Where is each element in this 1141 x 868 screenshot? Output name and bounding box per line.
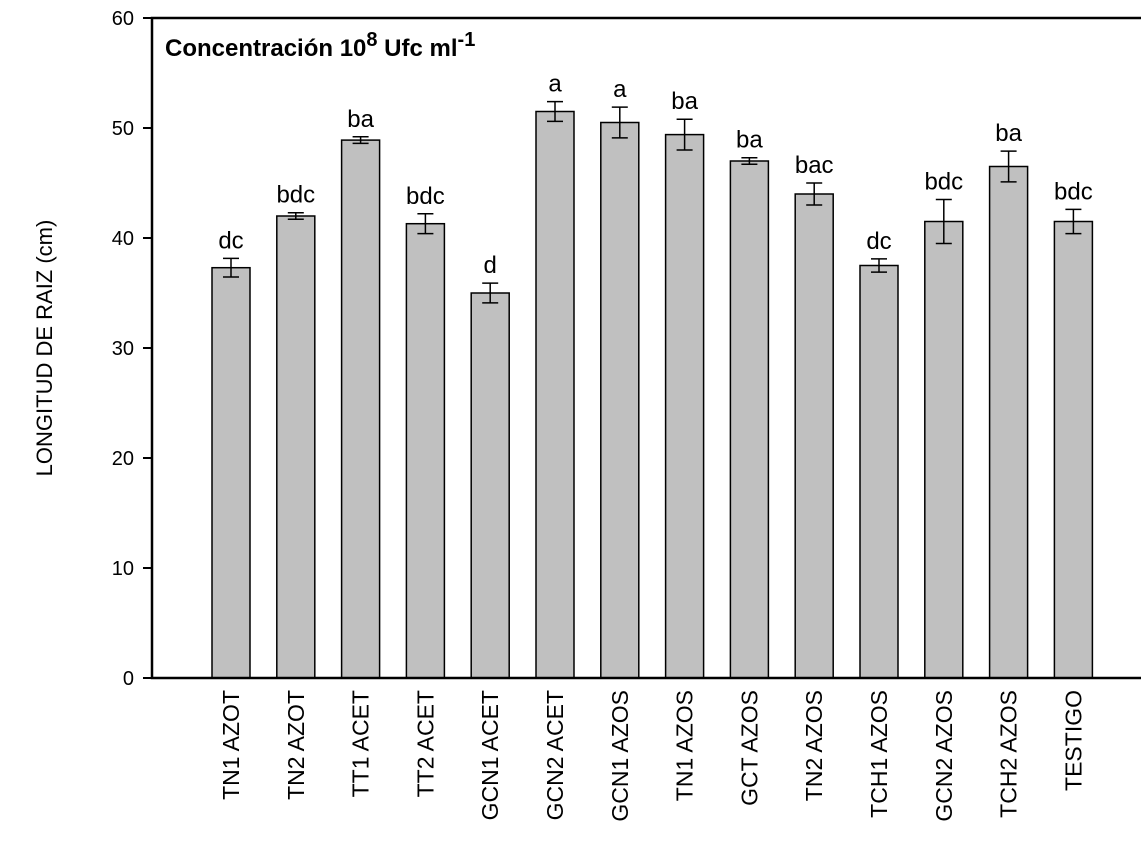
- significance-letter: dc: [218, 227, 243, 254]
- x-tick-label: GCN2 AZOS: [931, 690, 957, 822]
- significance-letter: ba: [736, 127, 763, 154]
- bar: [405, 222, 446, 679]
- y-tick-label: 60: [112, 8, 134, 30]
- y-tick-label: 40: [112, 228, 134, 250]
- significance-letter: bac: [795, 152, 834, 179]
- error-bar: [482, 282, 499, 304]
- error-bar: [806, 182, 823, 206]
- significance-letter: bdc: [924, 169, 963, 196]
- significance-letter: ba: [995, 120, 1022, 147]
- x-tick-label: TN2 AZOT: [283, 690, 309, 800]
- significance-letter: a: [548, 71, 562, 98]
- bar: [340, 139, 381, 679]
- x-tick-label: GCN2 ACET: [542, 690, 568, 820]
- y-tick-label: 20: [112, 448, 134, 470]
- x-tick-label: GCN1 AZOS: [607, 690, 633, 822]
- x-tick-label: TCH1 AZOS: [866, 690, 892, 818]
- error-bar: [1000, 150, 1017, 183]
- x-tick-label: TN2 AZOS: [801, 690, 827, 801]
- x-tick-label: TESTIGO: [1060, 690, 1086, 791]
- bar: [470, 292, 510, 679]
- x-tick-label: TT2 ACET: [412, 690, 438, 797]
- y-axis-label: LONGITUD DE RAIZ (cm): [32, 220, 57, 477]
- bar: [859, 264, 899, 679]
- significance-letter: dc: [866, 228, 891, 255]
- significance-letter: bdc: [1054, 178, 1093, 205]
- title-superscript: 8: [366, 29, 377, 51]
- x-tick-label: TN1 AZOS: [672, 690, 698, 801]
- x-tick-label: TCH2 AZOS: [996, 690, 1022, 818]
- error-bar: [741, 156, 758, 166]
- error-bar: [935, 198, 952, 245]
- bar: [211, 266, 251, 679]
- significance-letter: bdc: [406, 183, 445, 210]
- bar: [600, 121, 640, 679]
- bar: [664, 133, 705, 679]
- title-part: Concentración 10: [165, 35, 366, 62]
- error-bar: [1065, 208, 1082, 235]
- bar: [988, 165, 1029, 679]
- x-tick-label: GCT AZOS: [736, 690, 762, 806]
- error-bar: [547, 100, 563, 123]
- bar: [794, 193, 834, 679]
- y-tick-label: 10: [112, 558, 134, 580]
- bar: [729, 160, 770, 679]
- bar: [535, 110, 575, 679]
- title-part: Ufc ml: [378, 35, 458, 62]
- error-bar: [676, 118, 693, 151]
- y-tick-label: 30: [112, 338, 134, 360]
- significance-letter: a: [613, 76, 627, 103]
- error-bar: [287, 211, 304, 221]
- significance-letter: d: [484, 252, 497, 279]
- bar: [1053, 220, 1094, 679]
- significance-letter: ba: [347, 106, 374, 133]
- error-bar: [611, 106, 628, 139]
- y-tick-label: 50: [112, 118, 134, 140]
- bar: [276, 215, 316, 679]
- axes-frame: [150, 16, 1141, 680]
- title-superscript: -1: [458, 29, 476, 51]
- error-bar: [417, 213, 434, 235]
- x-tick-label: GCN1 ACET: [477, 690, 503, 820]
- significance-letter: bdc: [276, 182, 315, 209]
- x-tick-label: TN1 AZOT: [218, 690, 244, 800]
- error-bar: [352, 136, 369, 145]
- chart-title: Concentración 108 Ufc ml-1: [165, 29, 475, 62]
- significance-letter: ba: [671, 88, 698, 115]
- bar: [924, 220, 964, 679]
- error-bar: [871, 258, 887, 273]
- x-tick-label: TT1 ACET: [348, 690, 374, 797]
- y-tick-label: 0: [123, 668, 134, 690]
- error-bar: [223, 257, 239, 278]
